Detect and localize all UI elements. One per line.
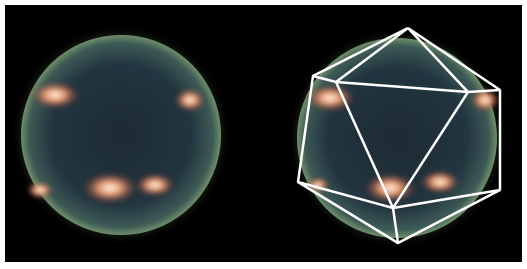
active-region	[420, 170, 460, 194]
active-region	[82, 172, 138, 204]
right-sun	[287, 28, 507, 248]
active-region	[135, 173, 175, 197]
active-region	[30, 81, 80, 109]
active-region	[174, 88, 206, 112]
disk	[21, 35, 221, 235]
page: (() => { const data = JSON.parse(documen…	[0, 0, 527, 269]
left-sun	[11, 25, 231, 245]
active-region	[26, 181, 54, 199]
image	[0, 0, 527, 269]
